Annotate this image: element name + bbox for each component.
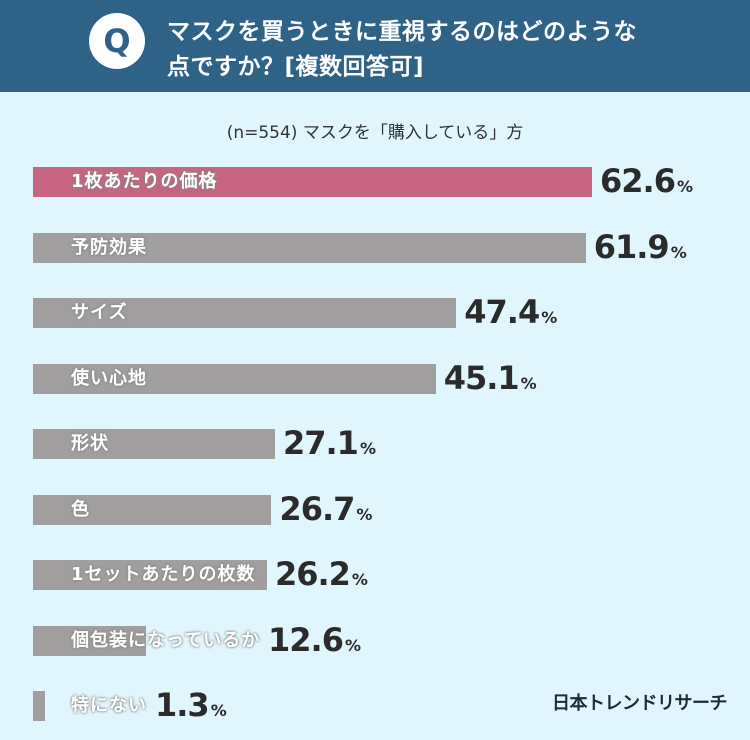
bar-1 bbox=[33, 167, 592, 197]
bar-3 bbox=[33, 298, 457, 328]
category-label-2: 予防効果 bbox=[71, 236, 147, 258]
question-badge: Q bbox=[89, 13, 145, 69]
value-label-8: 12.6% bbox=[268, 620, 361, 660]
sample-size-note: (n=554) マスクを「購入している」方 bbox=[226, 123, 524, 143]
bar-6 bbox=[33, 494, 272, 525]
category-label-7: 1セットあたりの枚数 bbox=[71, 564, 256, 585]
value-number: 47.4 bbox=[464, 293, 540, 331]
category-label-1: 1枚あたりの価格 bbox=[71, 171, 218, 192]
value-unit: % bbox=[344, 635, 361, 655]
category-label-5: 形状 bbox=[71, 433, 109, 454]
value-number: 45.1 bbox=[443, 358, 520, 397]
bar-8 bbox=[33, 625, 146, 656]
value-number: 26.7 bbox=[279, 489, 355, 528]
value-number: 61.9 bbox=[593, 227, 670, 266]
category-label-9: 特にない bbox=[71, 695, 147, 716]
value-number: 27.1 bbox=[282, 424, 359, 462]
category-label-6: 色 bbox=[71, 498, 90, 520]
value-number: 12.6 bbox=[268, 620, 344, 659]
value-unit: % bbox=[541, 308, 558, 327]
value-unit: % bbox=[210, 701, 227, 720]
value-unit: % bbox=[670, 242, 687, 262]
value-unit: % bbox=[676, 177, 693, 196]
question-text-line2: 点ですか？[複数回答可] bbox=[167, 54, 425, 80]
value-label-9: 1.3% bbox=[155, 685, 227, 725]
bar-7 bbox=[33, 560, 267, 590]
value-unit: % bbox=[359, 439, 376, 458]
value-label-3: 47.4% bbox=[464, 292, 557, 332]
value-label-5: 27.1% bbox=[283, 423, 376, 463]
brand-logo-text: 日本トレンドリサーチ bbox=[552, 693, 728, 714]
category-label-8: 個包装になっているか bbox=[71, 629, 261, 651]
value-label-1: 62.6% bbox=[600, 161, 693, 201]
bar-5 bbox=[33, 429, 275, 459]
value-unit: % bbox=[356, 504, 373, 524]
value-unit: % bbox=[351, 570, 368, 589]
value-label-4: 45.1% bbox=[444, 358, 537, 398]
question-text-line1: マスクを買うときに重視するのはどのような bbox=[167, 19, 637, 45]
category-label-4: 使い心地 bbox=[71, 367, 147, 389]
bar-9 bbox=[33, 691, 45, 721]
value-unit: % bbox=[520, 373, 537, 393]
value-label-2: 61.9% bbox=[594, 227, 687, 267]
bar-2 bbox=[33, 232, 586, 263]
value-number: 26.2 bbox=[274, 555, 351, 593]
value-label-7: 26.2% bbox=[275, 554, 368, 594]
value-number: 62.6 bbox=[600, 162, 676, 200]
bar-4 bbox=[33, 363, 436, 394]
category-label-3: サイズ bbox=[71, 302, 128, 323]
value-label-6: 26.7% bbox=[279, 489, 372, 529]
value-number: 1.3 bbox=[155, 686, 210, 724]
question-header: Q マスクを買うときに重視するのはどのような 点ですか？[複数回答可] bbox=[0, 0, 750, 92]
